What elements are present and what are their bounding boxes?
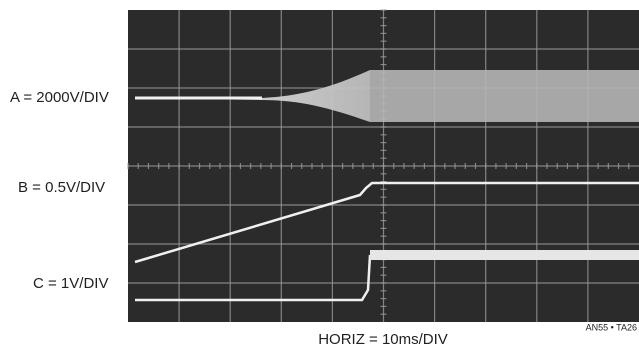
horizontal-scale: HORIZ = 10ms/DIV [318, 331, 448, 348]
trace-a-band [370, 70, 639, 122]
figure: A = 2000V/DIV B = 0.5V/DIV C = 1V/DIV HO… [0, 0, 639, 350]
channel-label: C = 1V/DIV [33, 275, 108, 292]
channel-label: B = 0.5V/DIV [18, 179, 105, 196]
trace-c-band [370, 250, 639, 260]
channel-label: A = 2000V/DIV [10, 89, 109, 106]
figure-id: AN55 • TA26 [586, 322, 637, 332]
